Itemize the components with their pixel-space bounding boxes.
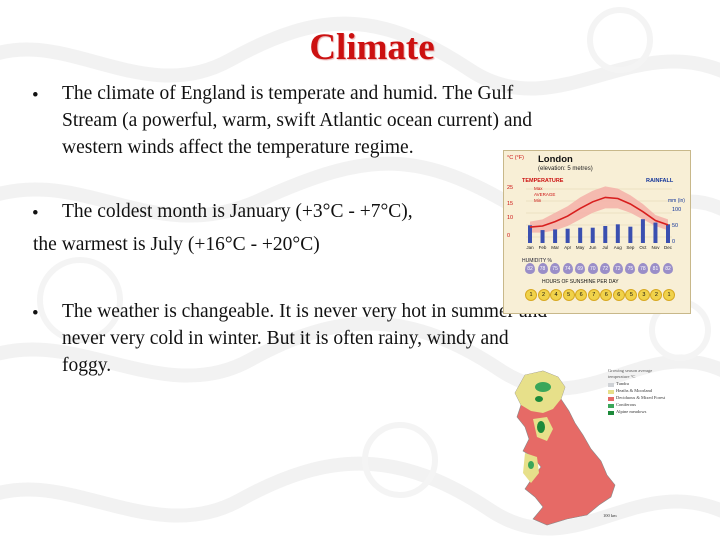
month-label: Sep [626,245,635,250]
humidity-drop: 70 [587,263,598,274]
humidity-drop: 78 [537,263,548,274]
temp-key-average: AVERAGE [534,192,556,197]
temp-key-max: Max [534,186,543,191]
sunshine-icon: 2 [537,289,550,301]
month-label: Jul [602,245,609,250]
sunshine-icon: 1 [525,289,537,301]
sunshine-icon: 6 [600,289,613,301]
legend-swatch [608,404,614,408]
england-climate-map: Growing season average temperature °C Tu… [503,365,683,535]
sunshine-label: HOURS OF SUNSHINE PER DAY [542,279,619,285]
average-temperature-line [529,196,669,228]
humidity-drop: 75 [550,263,561,274]
humidity-drop: 69 [575,263,586,274]
rainfall-bar [628,226,633,243]
sunshine-icon: 4 [550,289,563,301]
england-map-graphic [514,370,616,526]
sunshine-icon: 7 [587,289,600,301]
left-axis-tick: 0 [507,233,511,239]
bullet-1-line-3: western winds affect the temperature reg… [62,137,414,158]
month-label: Oct [639,245,647,250]
humidity-drop: 78 [637,263,648,274]
month-label: Mar [551,245,559,250]
rainfall-bar [578,227,583,243]
month-label: Feb [538,245,547,250]
bullet-marker: • [32,203,39,224]
map-legend-title: Growing season average temperature °C [608,368,653,379]
humidity-label: HUMIDITY % [522,258,552,264]
humidity-drop: 74 [562,263,573,274]
month-label: Nov [651,245,660,250]
bullet-marker: • [32,85,39,106]
month-label: Apr [564,245,572,250]
rainfall-bar [565,228,570,243]
humidity-drop: 81 [650,263,661,274]
chart-subtitle: (elevation: 5 metres) [538,166,593,172]
legend-item: Tundra [616,381,629,386]
humidity-drop: 82 [663,263,673,274]
bullet-2-continuation: the warmest is July (+16°C - +20°C) [33,234,320,255]
rainfall-bar [666,224,670,243]
legend-swatch [608,397,614,401]
sunshine-icon: 6 [575,289,588,301]
month-label: Jan [526,245,534,250]
chart-city-title: London [538,154,573,165]
legend-item: Heaths & Moorland [616,388,652,393]
bullet-2-line-1: The coldest month is January (+3°C - +7°… [62,201,413,222]
temperature-label: TEMPERATURE [522,178,564,184]
humidity-drop: 82 [525,263,535,274]
bullet-1-line-1: The climate of England is temperate and … [62,83,514,104]
sunshine-icon: 6 [612,289,625,301]
bullet-3-line-1: The weather is changeable. It is never v… [62,301,548,322]
legend-item: Deciduous & Mixed Forest [616,395,666,400]
left-axis-tick: 25 [507,185,514,191]
climate-chart-graphic [526,186,672,243]
right-axis-tick: 50 [672,223,679,229]
bullet-marker: • [32,303,39,324]
month-label: Jun [589,245,597,250]
legend-swatch [608,411,614,415]
right-axis-tick: 0 [672,239,676,245]
bullet-3-line-3: foggy. [62,355,112,376]
humidity-drop: 72 [600,263,611,274]
humidity-drop: 75 [625,263,636,274]
temperature-unit: °C (°F) [507,155,524,161]
month-label: May [575,245,585,250]
bullet-3-line-2: never very cold in winter. But it is oft… [62,328,509,349]
legend-swatch [608,383,614,387]
rainfall-label: RAINFALL [646,178,674,184]
rainfall-bar [615,224,620,243]
sunshine-icon: 2 [650,289,663,301]
left-axis-tick: 10 [507,215,514,221]
rainfall-bar [553,229,558,243]
sunshine-icon: 5 [562,289,575,301]
rainfall-bar [528,225,532,243]
legend-swatch [608,390,614,394]
sunshine-icon: 1 [663,289,675,301]
map-scale: 100 km [603,513,617,518]
sunshine-icon: 5 [625,289,638,301]
legend-item: Coniferous [616,402,636,407]
temperature-band [530,186,668,233]
month-label: Dec [663,245,672,250]
legend-item: Alpine meadows [616,409,647,414]
temp-key-min: Min [534,198,542,203]
left-axis-tick: 15 [507,201,514,207]
london-climate-chart: °C (°F) London (elevation: 5 metres) TEM… [503,150,691,314]
sunshine-icon: 3 [637,289,650,301]
humidity-drop: 72 [612,263,623,274]
rainfall-bar [540,230,545,243]
rainfall-bar [603,226,608,243]
rainfall-unit: mm (in) [668,198,685,204]
month-label: Aug [613,245,622,250]
rainfall-bar [590,227,595,243]
bullet-1-line-2: Stream (a powerful, warm, swift Atlantic… [62,110,532,131]
slide-title: Climate [309,27,435,68]
right-axis-tick: 100 [672,207,682,213]
rainfall-bar [640,219,645,243]
rainfall-bar [653,222,658,243]
